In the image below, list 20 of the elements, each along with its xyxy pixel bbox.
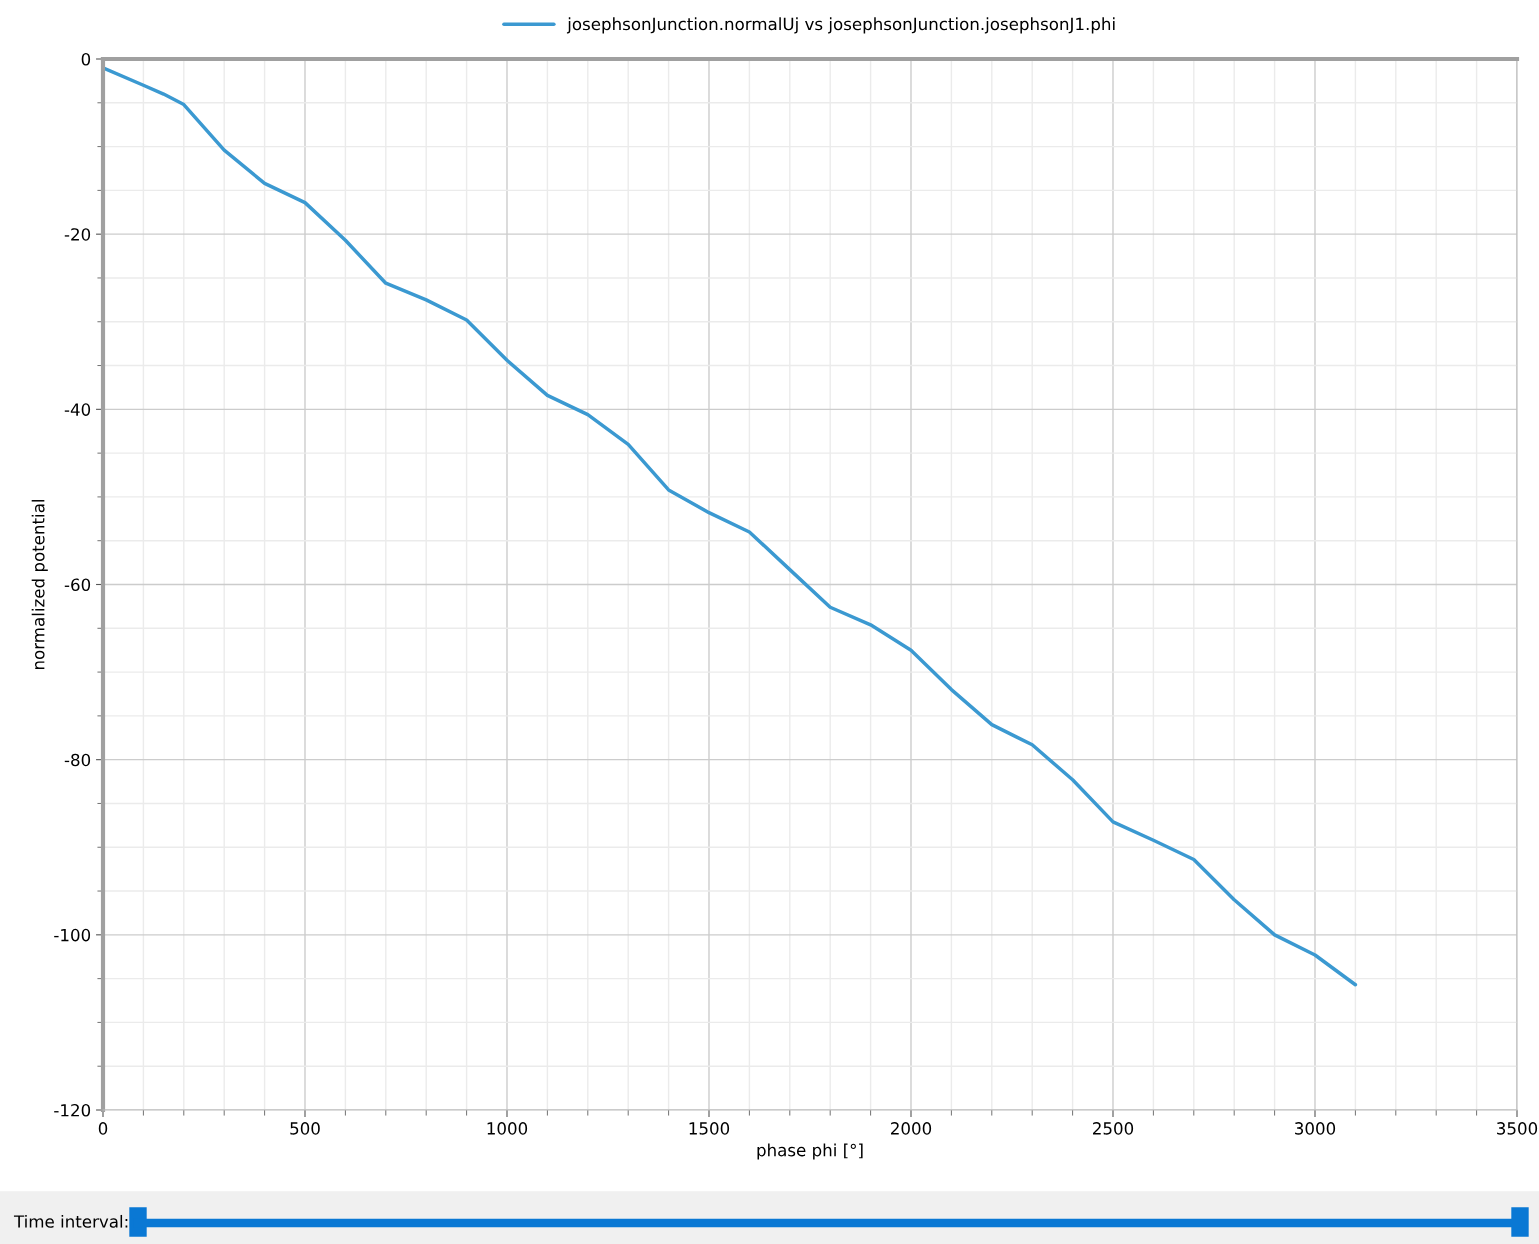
y-tick-label: 0 [81, 52, 91, 66]
x-tick-label: 2000 [891, 1122, 932, 1135]
x-tick-label: 2500 [1093, 1122, 1134, 1135]
y-tick-label: -20 [64, 228, 91, 241]
y-axis-title: normalized potential [31, 500, 48, 670]
x-tick-label: 1000 [487, 1122, 528, 1135]
text: Time interval: [13, 1214, 128, 1228]
x-tick-label: 0 [98, 1122, 108, 1135]
x-tick-label: 1500 [689, 1122, 730, 1135]
y-tick-label: -120 [54, 1103, 91, 1117]
y-tick-label: -60 [64, 578, 91, 592]
y-tick-label: -40 [64, 403, 91, 416]
y-tick-label: -80 [64, 753, 91, 767]
legend-label: josephsonJunction.normalUj vs josephsonJunction.josephsonJ1.phi [566, 17, 1115, 34]
y-tick-label: -100 [54, 928, 91, 942]
x-tick-label: 3500 [1497, 1122, 1538, 1135]
x-tick-label: 500 [290, 1122, 320, 1135]
x-axis-title: phase phi [°] [757, 1143, 863, 1160]
line-series [103, 66, 1358, 987]
x-tick-label: 3000 [1295, 1122, 1336, 1135]
